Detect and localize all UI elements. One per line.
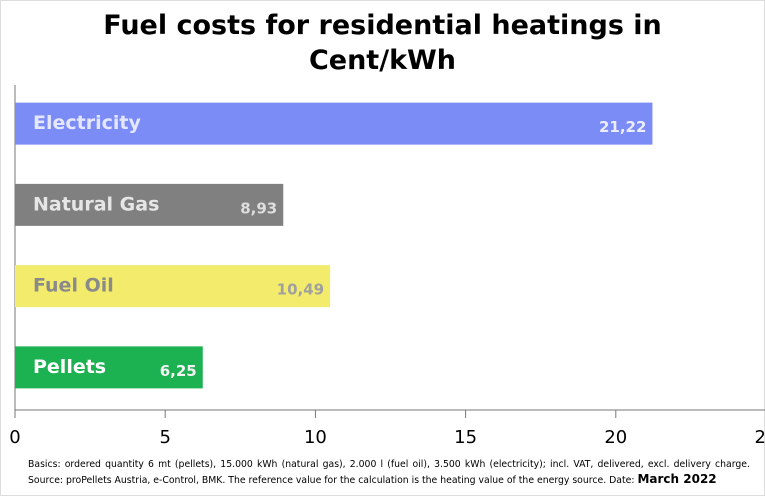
x-tick-label: 0 — [9, 427, 20, 448]
x-tick-label: 20 — [604, 427, 627, 448]
x-tick-label: 25 — [755, 427, 765, 448]
value-label: 21,22 — [599, 118, 646, 136]
category-label: Pellets — [33, 356, 106, 378]
value-label: 10,49 — [277, 281, 324, 299]
x-tick-label: 15 — [454, 427, 477, 448]
category-label: Electricity — [33, 112, 141, 134]
bar — [15, 183, 284, 226]
x-tick-label: 5 — [159, 427, 170, 448]
chart-title: Fuel costs for residential heatings in C… — [103, 10, 662, 76]
bar — [15, 265, 331, 308]
bar — [15, 102, 653, 145]
x-tick-label: 10 — [304, 427, 327, 448]
value-label: 8,93 — [240, 199, 277, 217]
value-label: 6,25 — [160, 362, 197, 380]
category-label: Fuel Oil — [33, 275, 114, 297]
footnote-date: March 2022 — [637, 472, 717, 486]
footnote: Basics: ordered quantity 6 mt (pellets),… — [28, 458, 750, 488]
bar — [15, 346, 203, 389]
category-label: Natural Gas — [33, 193, 159, 215]
footnote-text: Basics: ordered quantity 6 mt (pellets),… — [28, 459, 750, 486]
